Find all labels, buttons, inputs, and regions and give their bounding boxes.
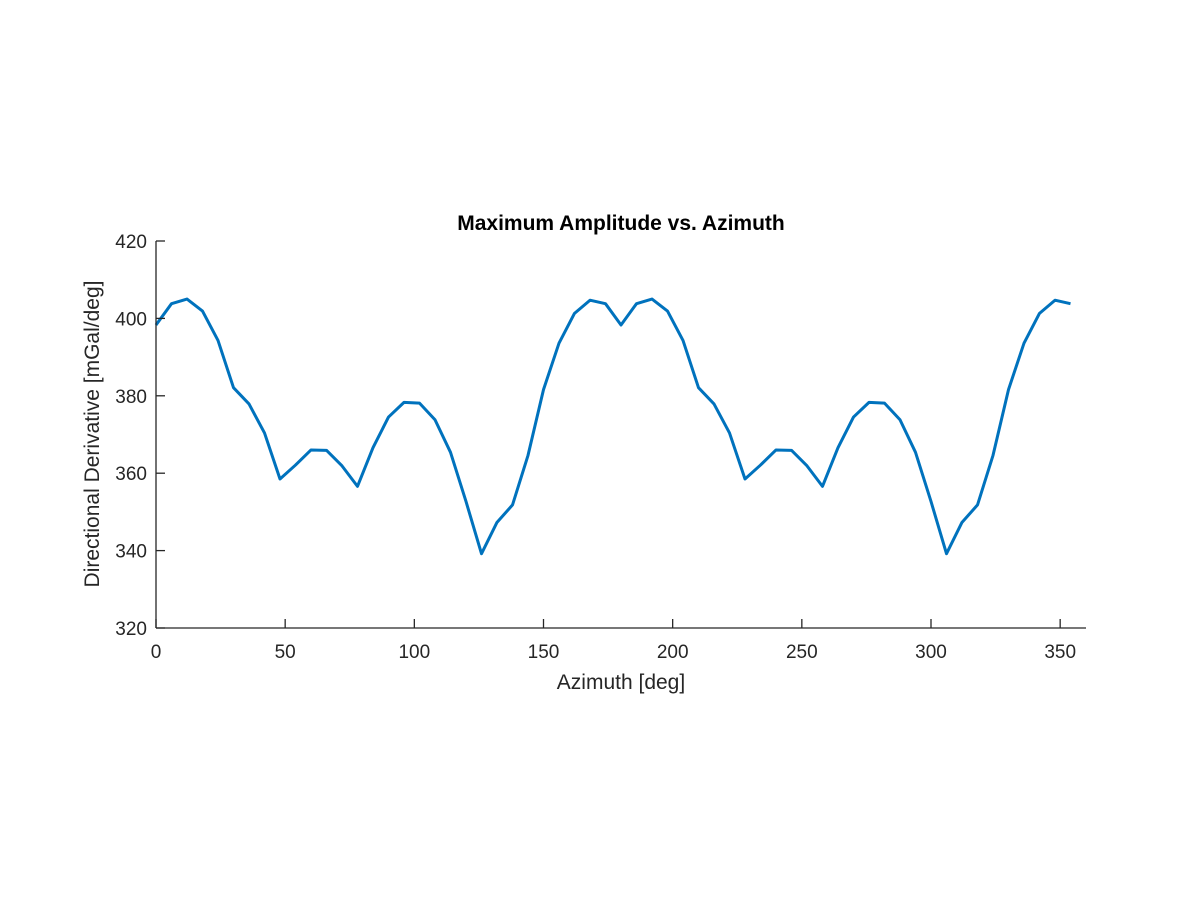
y-tick-label: 320 xyxy=(115,619,147,640)
x-ticks: 0 50 100 150 200 250 300 350 xyxy=(151,619,1076,663)
y-ticks: 320 340 360 380 400 420 xyxy=(115,232,165,640)
y-tick-label: 380 xyxy=(115,387,147,408)
x-axis-label: Azimuth [deg] xyxy=(557,671,685,694)
x-tick-label: 250 xyxy=(786,642,818,663)
y-axis-label: Directional Derivative [mGal/deg] xyxy=(81,281,104,588)
x-tick-label: 200 xyxy=(657,642,689,663)
y-tick-label: 340 xyxy=(115,542,147,563)
y-tick-label: 400 xyxy=(115,309,147,330)
x-tick-label: 300 xyxy=(915,642,947,663)
x-tick-label: 150 xyxy=(528,642,560,663)
x-tick-label: 100 xyxy=(398,642,430,663)
plot-area: 320 340 360 380 400 420 0 50 100 150 200 250 300 350 xyxy=(115,232,1086,663)
chart-title: Maximum Amplitude vs. Azimuth xyxy=(457,212,784,235)
series-line xyxy=(154,297,1071,556)
x-tick-label: 50 xyxy=(275,642,296,663)
x-axis: 0 50 100 150 200 250 300 350 xyxy=(151,619,1086,663)
x-tick-label: 350 xyxy=(1044,642,1076,663)
y-tick-label: 420 xyxy=(115,232,147,253)
y-axis: 320 340 360 380 400 420 xyxy=(115,232,165,640)
x-tick-label: 0 xyxy=(151,642,162,663)
y-tick-label: 360 xyxy=(115,464,147,485)
